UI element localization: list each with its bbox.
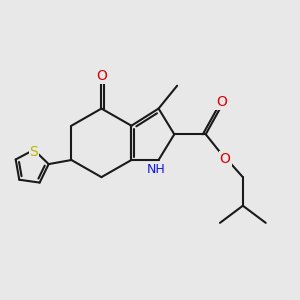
Text: S: S [29,145,38,159]
Text: O: O [220,152,231,166]
Text: O: O [96,69,107,83]
Text: NH: NH [146,163,165,176]
Text: O: O [216,95,227,109]
